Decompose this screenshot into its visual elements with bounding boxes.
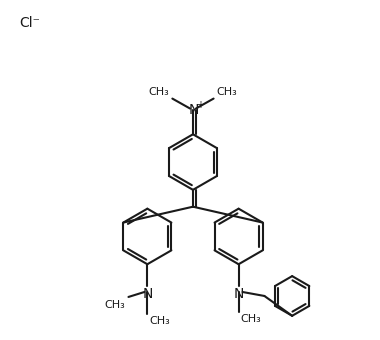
Text: N: N: [233, 287, 244, 301]
Text: CH₃: CH₃: [217, 87, 238, 97]
Text: CH₃: CH₃: [149, 316, 170, 326]
Text: CH₃: CH₃: [241, 314, 261, 324]
Text: CH₃: CH₃: [149, 87, 169, 97]
Text: N: N: [142, 287, 152, 301]
Text: +: +: [196, 100, 204, 109]
Text: CH₃: CH₃: [105, 300, 125, 310]
Text: Cl⁻: Cl⁻: [19, 16, 40, 30]
Text: N: N: [189, 103, 199, 118]
